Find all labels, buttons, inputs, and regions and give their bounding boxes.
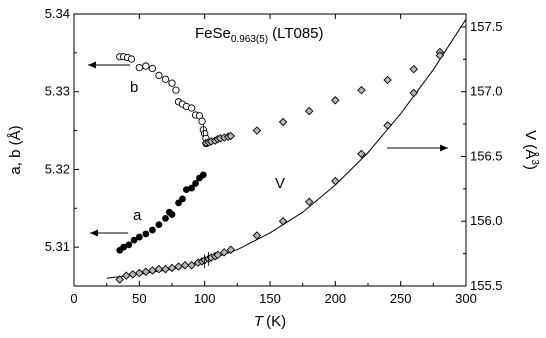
data-point-ab_high [409, 64, 418, 74]
x-tick-label: 300 [455, 291, 477, 306]
data-point-V [135, 268, 144, 278]
y-right-tick-label: 157.5 [470, 19, 503, 34]
data-point-V [174, 262, 183, 271]
annotation-V: V [275, 175, 285, 192]
data-point-b [168, 79, 176, 87]
data-point-a [149, 226, 156, 234]
data-point-V [141, 267, 151, 276]
data-point-a [199, 171, 207, 179]
data-point-V [383, 121, 392, 130]
y-left-tick-label: 5.31 [45, 239, 70, 254]
data-point-a [120, 243, 128, 251]
y-right-tick-label: 156.5 [470, 148, 503, 163]
data-point-V [128, 270, 138, 279]
x-tick-label: 100 [194, 291, 216, 306]
data-point-V [331, 176, 340, 186]
data-point-b [155, 71, 163, 80]
y-right-tick-label: 156.0 [470, 213, 503, 228]
y-right-axis-label-sup: 3 [529, 159, 540, 165]
data-point-V [187, 261, 196, 270]
y-right-axis-label: V (Å3) [522, 130, 540, 170]
data-point-V [409, 88, 418, 98]
chart-marks [106, 18, 467, 284]
data-point-V [115, 275, 124, 284]
data-point-a [142, 230, 150, 238]
x-tick-label: 250 [390, 291, 412, 306]
data-point-b [148, 64, 157, 73]
arrow-v-right-head [440, 144, 448, 152]
data-point-a [192, 180, 199, 187]
data-point-V [435, 51, 445, 60]
data-point-a [179, 195, 186, 203]
data-point-a [135, 233, 143, 241]
data-point-V [122, 271, 131, 280]
y-left-tick-label: 5.34 [45, 6, 70, 21]
y-left-tick-label: 5.32 [45, 161, 70, 176]
x-tick-label: 150 [259, 291, 281, 306]
data-point-ab_high [278, 117, 288, 127]
data-point-V [180, 261, 190, 270]
x-tick-label: 50 [132, 291, 146, 306]
x-tick-label: 200 [324, 291, 346, 306]
data-point-a [188, 184, 196, 192]
chart-axes [73, 13, 467, 287]
data-point-V [220, 248, 229, 257]
data-point-V [161, 264, 170, 274]
annotation-b: b [130, 79, 138, 96]
data-point-a [155, 221, 163, 229]
data-point-b [135, 63, 143, 72]
data-point-V [154, 264, 164, 274]
x-tick-label: 0 [70, 291, 77, 306]
y-right-axis-label-close: ) [522, 165, 539, 170]
chart-title-subscript: 0.963(5) [231, 34, 268, 45]
chart-title-suffix: (LT085) [272, 25, 323, 42]
data-point-a [125, 241, 133, 249]
fit-curve [106, 18, 467, 279]
x-axis-label-unit: (K) [266, 313, 286, 330]
x-axis-label-italic: T [254, 313, 265, 330]
data-point-b [187, 104, 196, 112]
data-point-ab_high [304, 106, 314, 116]
chart-title: FeSe0.963(5) (LT085) [195, 25, 324, 45]
arrow-b-left-head [88, 61, 96, 69]
y-left-axis-label: a, b (Å) [7, 125, 24, 174]
data-point-ab_high [357, 85, 366, 95]
data-point-a [182, 186, 190, 194]
data-point-b [198, 117, 206, 125]
data-point-b [161, 75, 170, 83]
data-point-ab_high [383, 75, 392, 85]
y-left-tick-label: 5.33 [45, 84, 70, 99]
chart-title-main: FeSe [195, 25, 231, 42]
data-point-V [357, 149, 366, 159]
data-point-ab_high [226, 131, 236, 141]
plot-frame [73, 13, 467, 287]
y-right-tick-label: 155.5 [470, 278, 503, 293]
data-point-V [252, 231, 262, 240]
data-point-b [127, 55, 136, 63]
data-point-V [167, 263, 177, 273]
annotation-a: a [133, 207, 142, 224]
arrow-a-left-head [90, 229, 98, 237]
y-right-axis-label-main: V (Å [522, 130, 539, 159]
data-point-V [278, 217, 288, 226]
data-point-ab_high [252, 126, 262, 135]
x-axis-label: T (K) [254, 313, 286, 330]
data-point-b [172, 86, 180, 94]
data-point-a [168, 211, 176, 218]
data-point-b [142, 62, 150, 70]
data-point-a [162, 214, 169, 222]
data-point-V [213, 250, 222, 260]
y-right-tick-label: 157.0 [470, 84, 503, 99]
chart-labels: 0 50 100 150 200 250 300 5.31 5.32 5.33 5.34 155.5 1… [7, 6, 540, 330]
data-point-V [226, 245, 236, 254]
data-point-V [304, 197, 314, 207]
data-point-ab_high [331, 96, 340, 105]
data-point-a [130, 236, 138, 244]
